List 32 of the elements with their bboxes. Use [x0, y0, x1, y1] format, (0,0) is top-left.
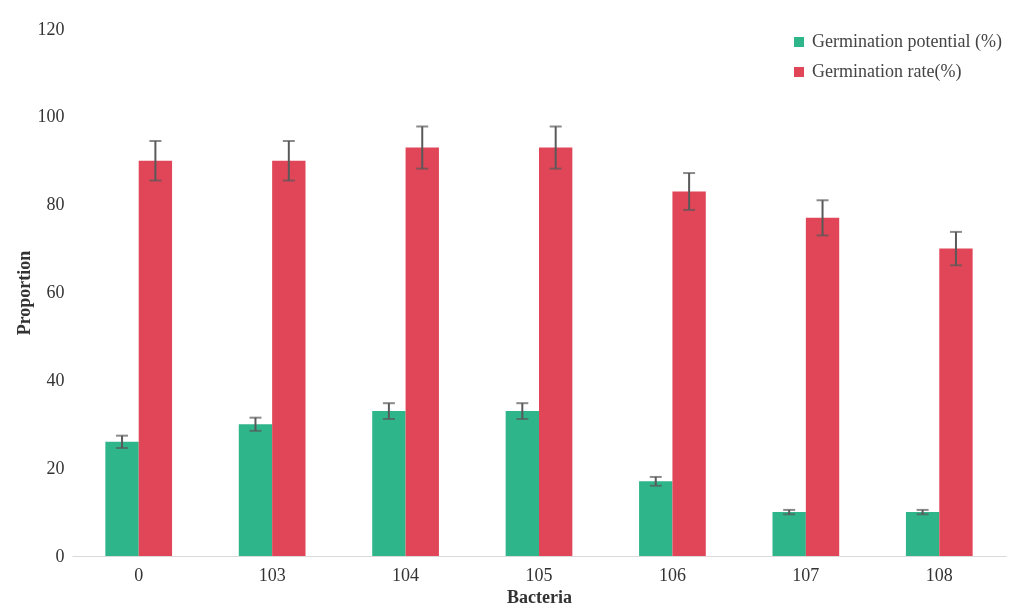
bar: [272, 160, 306, 556]
bar: [539, 147, 573, 556]
x-tick-label: 107: [792, 564, 820, 585]
bar: [138, 160, 173, 556]
bar: [905, 512, 940, 556]
bar: [805, 217, 840, 556]
bar: [372, 411, 406, 556]
x-tick-label: 104: [392, 564, 420, 585]
x-tick-label: 0: [134, 564, 144, 585]
bar: [939, 248, 973, 556]
bar: [105, 441, 139, 556]
bar: [505, 411, 539, 556]
y-axis-title: Proportion: [13, 250, 34, 336]
x-tick-label: 108: [925, 564, 953, 585]
x-tick-label: 103: [258, 564, 286, 585]
y-tick-label: 80: [46, 194, 65, 215]
bar: [405, 147, 439, 556]
x-tick-label: 105: [525, 564, 553, 585]
y-tick-label: 20: [46, 457, 65, 478]
bar: [639, 481, 673, 556]
y-tick-label: 0: [55, 545, 65, 566]
bar: [772, 512, 806, 556]
x-tick-label: 106: [658, 564, 686, 585]
legend-label: Germination rate(%): [812, 61, 962, 82]
bar: [238, 424, 273, 556]
y-tick-label: 100: [37, 106, 65, 127]
y-tick-label: 120: [37, 18, 65, 39]
y-tick-label: 60: [46, 282, 65, 302]
bar: [672, 191, 706, 556]
x-axis-title: Bacteria: [507, 586, 572, 607]
legend-label: Germination potential (%): [812, 31, 1002, 52]
y-tick-label: 40: [46, 369, 65, 390]
